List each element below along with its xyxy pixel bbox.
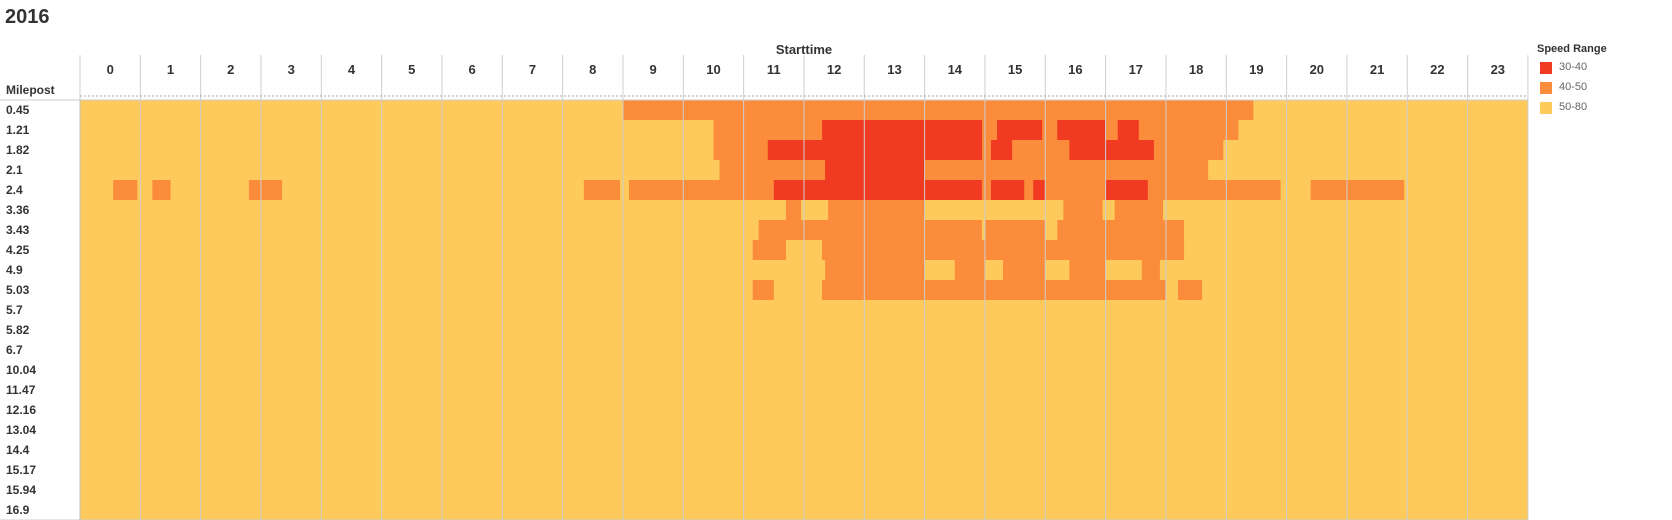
heatmap-cell <box>984 220 1046 240</box>
y-tick-label: 16.9 <box>6 503 30 517</box>
x-tick-label: 0 <box>106 62 114 77</box>
y-tick-label: 1.21 <box>6 123 30 137</box>
y-tick-label: 2.1 <box>6 163 23 177</box>
heatmap-cell <box>767 140 982 160</box>
x-tick-label: 21 <box>1369 62 1385 77</box>
x-tick-label: 16 <box>1068 62 1083 77</box>
x-tick-label: 22 <box>1430 62 1445 77</box>
legend-label: 50-80 <box>1559 101 1588 113</box>
y-tick-label: 11.47 <box>6 383 36 397</box>
heatmap-cell <box>1141 260 1160 280</box>
y-tick-label: 13.04 <box>6 423 37 437</box>
y-tick-label: 4.25 <box>6 243 30 257</box>
heatmap-cell <box>822 120 982 140</box>
y-axis-title: Milepost <box>6 83 55 97</box>
heatmap-cell <box>248 180 283 200</box>
heatmap-cell <box>1069 260 1106 280</box>
heatmap-cell <box>1178 280 1203 300</box>
heatmap-cell <box>583 180 620 200</box>
y-tick-label: 10.04 <box>6 363 37 377</box>
y-tick-label: 15.94 <box>6 483 37 497</box>
x-tick-label: 10 <box>706 62 721 77</box>
x-tick-label: 2 <box>227 62 235 77</box>
heatmap-cell <box>1033 180 1046 200</box>
x-tick-label: 9 <box>649 62 657 77</box>
heatmap-cell <box>1105 180 1148 200</box>
x-tick-label: 18 <box>1188 62 1204 77</box>
heatmap-cell <box>1057 220 1184 240</box>
heatmap-cell <box>825 160 925 180</box>
y-tick-label: 1.82 <box>6 143 30 157</box>
heatmap-cell <box>623 100 1254 120</box>
x-tick-label: 11 <box>766 62 781 77</box>
heatmap-cell <box>1057 120 1106 140</box>
heatmap-cell <box>758 220 982 240</box>
x-tick-label: 1 <box>166 62 175 77</box>
x-tick-label: 8 <box>589 62 597 77</box>
y-tick-label: 15.17 <box>6 463 37 477</box>
y-tick-label: 5.03 <box>6 283 30 297</box>
heatmap-cell <box>991 140 1013 160</box>
y-tick-label: 14.4 <box>6 443 30 457</box>
legend-swatch <box>1540 62 1552 74</box>
y-tick-label: 5.82 <box>6 323 30 337</box>
y-tick-label: 6.7 <box>6 343 23 357</box>
heatmap-cell <box>997 120 1043 140</box>
y-tick-label: 0.45 <box>6 103 30 117</box>
x-tick-label: 4 <box>347 62 356 77</box>
heatmap-cell <box>825 260 925 280</box>
heatmap-cell <box>785 200 801 220</box>
heatmap-cell <box>752 240 786 260</box>
chart-title: 2016 <box>5 6 50 28</box>
y-tick-label: 5.7 <box>6 303 23 317</box>
heatmap-cell <box>954 260 985 280</box>
y-tick-label: 3.43 <box>6 223 30 237</box>
legend-label: 40-50 <box>1559 81 1588 93</box>
heatmap-cell <box>1069 140 1154 160</box>
heatmap-cell <box>113 180 138 200</box>
heatmap-cell <box>1114 200 1163 220</box>
legend-swatch <box>1540 102 1552 114</box>
heatmap-cell <box>719 160 1209 180</box>
heatmap-cell <box>1003 260 1046 280</box>
y-tick-label: 12.16 <box>6 403 37 417</box>
legend-swatch <box>1540 82 1552 94</box>
x-tick-label: 3 <box>287 62 295 77</box>
x-tick-label: 19 <box>1249 62 1264 77</box>
x-axis-title: Starttime <box>775 42 833 57</box>
heatmap-cell <box>1310 180 1405 200</box>
y-tick-label: 3.36 <box>6 203 30 217</box>
heatmap-cell <box>822 240 1185 260</box>
x-tick-label: 15 <box>1007 62 1023 77</box>
heatmap-cell <box>773 180 982 200</box>
x-tick-label: 7 <box>528 62 537 77</box>
heatmap-cell <box>828 200 925 220</box>
heatmap-cell <box>1117 120 1139 140</box>
x-tick-label: 23 <box>1490 62 1506 77</box>
x-tick-label: 14 <box>947 62 963 77</box>
x-tick-label: 6 <box>468 62 476 77</box>
x-tick-label: 5 <box>408 62 416 77</box>
x-tick-label: 13 <box>887 62 902 77</box>
y-tick-label: 4.9 <box>6 263 23 277</box>
x-tick-label: 17 <box>1128 62 1144 77</box>
heatmap-cell <box>752 280 774 300</box>
heatmap-cell <box>822 280 1166 300</box>
heatmap-cell <box>1063 200 1103 220</box>
legend-label: 30-40 <box>1559 61 1588 73</box>
x-tick-label: 20 <box>1309 62 1325 77</box>
x-tick-label: 12 <box>826 62 842 77</box>
heatmap-cell <box>152 180 171 200</box>
heatmap-cell <box>991 180 1025 200</box>
legend-title: Speed Range <box>1537 43 1607 55</box>
y-tick-label: 2.4 <box>6 183 23 197</box>
